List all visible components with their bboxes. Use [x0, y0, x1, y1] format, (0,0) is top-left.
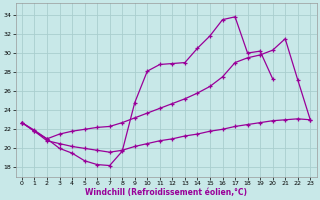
X-axis label: Windchill (Refroidissement éolien,°C): Windchill (Refroidissement éolien,°C) [85, 188, 247, 197]
